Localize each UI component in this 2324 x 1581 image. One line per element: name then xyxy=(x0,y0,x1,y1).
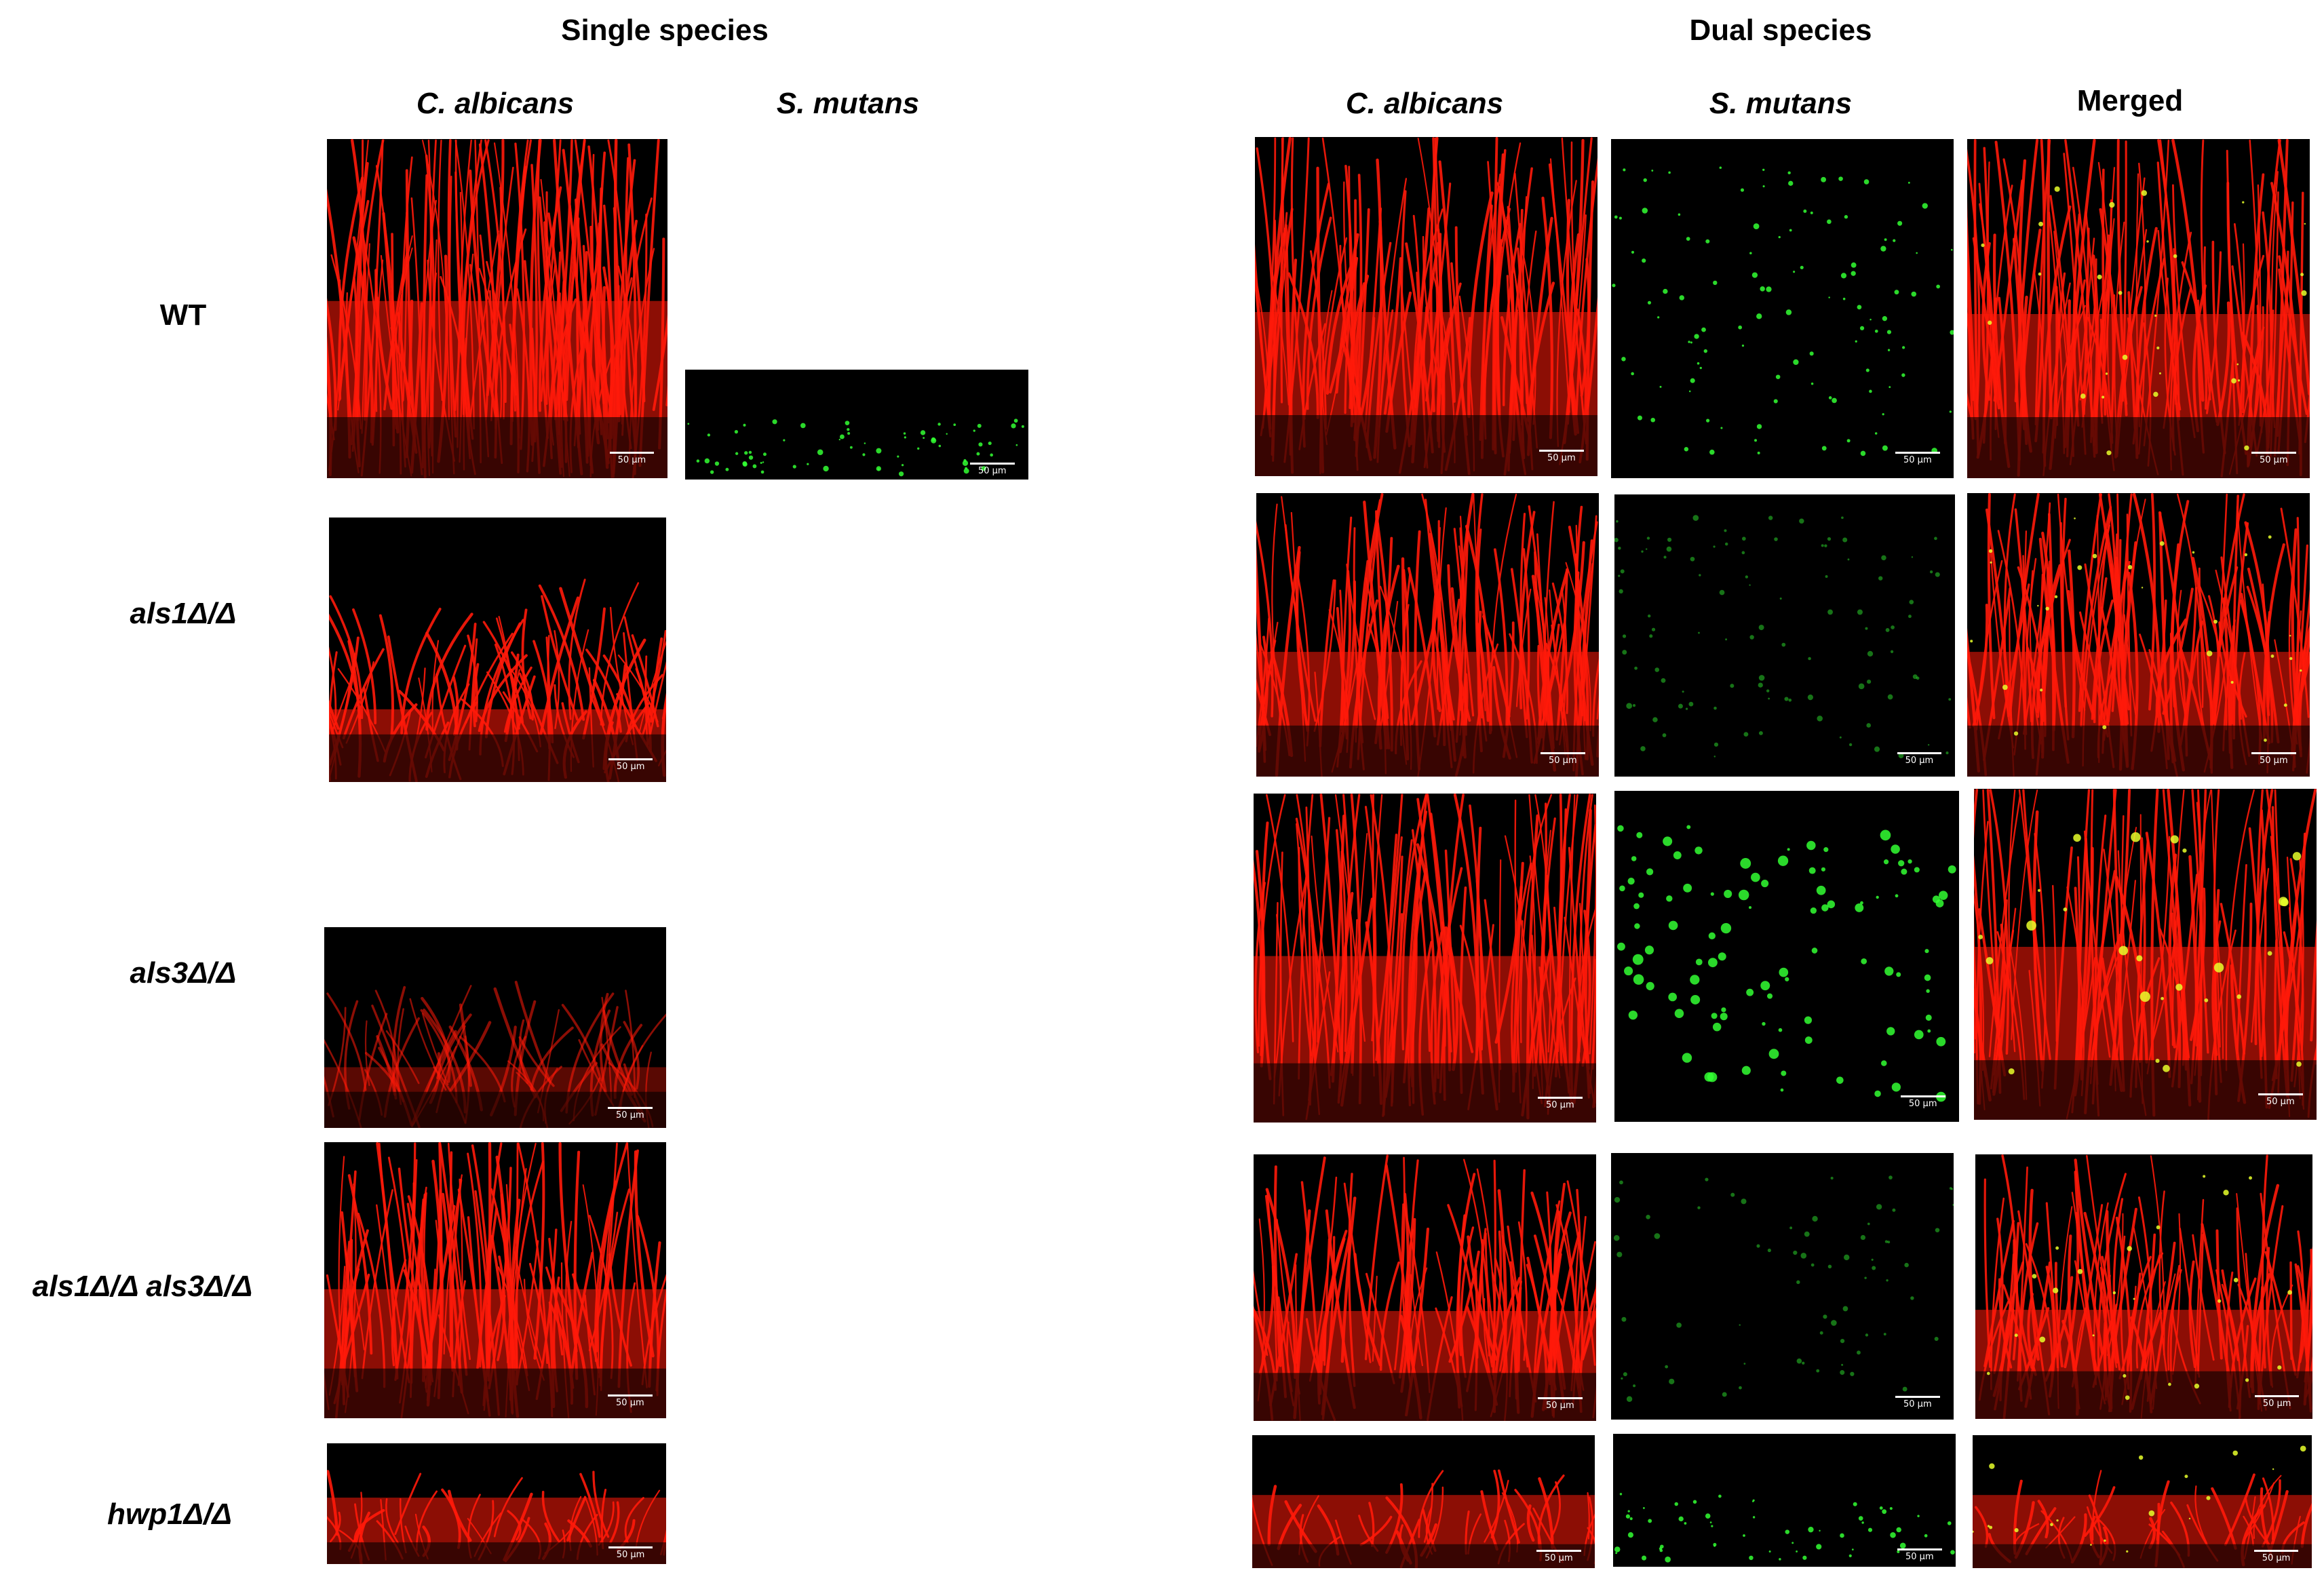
scale-bar: 50 µm xyxy=(2258,1093,2303,1106)
row-label-als1-als3: als1Δ/Δ als3Δ/Δ xyxy=(32,1270,253,1303)
row-label-als1: als1Δ/Δ xyxy=(130,597,237,630)
image-dual-wt-s-mutans: 50 µm xyxy=(1611,139,1954,478)
col-header-dual-c-albicans: C. albicans xyxy=(1345,87,1504,120)
image-dual-als3-c-albicans: 50 µm xyxy=(1254,794,1596,1123)
scale-bar-label: 50 µm xyxy=(2262,1399,2291,1409)
row-label-wt: WT xyxy=(159,298,207,332)
image-single-wt-c-albicans: 50 µm xyxy=(327,139,667,478)
scale-bar-label: 50 µm xyxy=(616,762,645,773)
scale-bar: 50 µm xyxy=(1540,752,1585,766)
scale-bar: 50 µm xyxy=(1538,450,1584,463)
col-header-single-c-albicans: C. albicans xyxy=(416,87,575,120)
scale-bar: 50 µm xyxy=(1536,1550,1581,1563)
image-dual-als1-als3-merged: 50 µm xyxy=(1975,1154,2312,1419)
scale-bar: 50 µm xyxy=(609,452,654,465)
scale-bar-label: 50 µm xyxy=(1908,1099,1937,1110)
scale-bar-label: 50 µm xyxy=(1903,1399,1932,1410)
scale-bar-label: 50 µm xyxy=(1549,756,1577,766)
image-dual-als3-merged: 50 µm xyxy=(1974,789,2317,1120)
image-dual-hwp1-s-mutans: 50 µm xyxy=(1613,1434,1956,1567)
image-dual-als1-merged: 50 µm xyxy=(1967,493,2310,777)
image-dual-hwp1-merged: 50 µm xyxy=(1973,1435,2312,1568)
scale-bar-label: 50 µm xyxy=(2260,756,2288,766)
scale-bar: 50 µm xyxy=(1537,1397,1583,1411)
scale-bar: 50 µm xyxy=(1895,1396,1940,1409)
scale-bar-label: 50 µm xyxy=(1905,1552,1934,1563)
scale-bar: 50 µm xyxy=(1895,452,1940,465)
image-dual-als1-als3-s-mutans: 50 µm xyxy=(1611,1153,1954,1420)
dual-species-header: Dual species xyxy=(1689,14,1872,47)
scale-bar-label: 50 µm xyxy=(616,1110,644,1121)
scale-bar: 50 µm xyxy=(2251,752,2296,765)
image-dual-als1-s-mutans: 50 µm xyxy=(1614,494,1955,777)
scale-bar: 50 µm xyxy=(607,1394,653,1408)
scale-bar-label: 50 µm xyxy=(2266,1097,2295,1108)
image-dual-als1-c-albicans: 50 µm xyxy=(1256,493,1599,777)
scale-bar: 50 µm xyxy=(607,1107,653,1121)
image-dual-als3-s-mutans: 50 µm xyxy=(1614,791,1959,1122)
scale-bar-label: 50 µm xyxy=(616,1397,644,1408)
image-dual-wt-merged: 50 µm xyxy=(1967,139,2310,478)
scale-bar-label: 50 µm xyxy=(1546,1099,1574,1110)
scale-bar-label: 50 µm xyxy=(1545,1553,1573,1564)
scale-bar-label: 50 µm xyxy=(616,1549,645,1560)
scale-bar-label: 50 µm xyxy=(617,455,646,465)
scale-bar: 50 µm xyxy=(2255,1395,2300,1409)
row-label-hwp1: hwp1Δ/Δ xyxy=(107,1498,232,1531)
image-single-als1-als3-c-albicans: 50 µm xyxy=(324,1142,666,1418)
image-dual-wt-c-albicans: 50 µm xyxy=(1255,137,1597,476)
row-label-als3: als3Δ/Δ xyxy=(130,956,237,990)
scale-bar-label: 50 µm xyxy=(1546,1401,1574,1411)
image-single-hwp1-c-albicans: 50 µm xyxy=(327,1443,666,1564)
image-dual-hwp1-c-albicans: 50 µm xyxy=(1252,1435,1595,1568)
scale-bar: 50 µm xyxy=(1537,1096,1583,1110)
image-single-als1-c-albicans: 50 µm xyxy=(329,518,666,782)
image-single-wt-s-mutans: 50 µm xyxy=(685,370,1028,480)
scale-bar-label: 50 µm xyxy=(1547,453,1576,463)
scale-bar: 50 µm xyxy=(2251,452,2296,465)
scale-bar-label: 50 µm xyxy=(1903,455,1932,465)
single-species-header: Single species xyxy=(561,14,769,47)
scale-bar: 50 µm xyxy=(1897,752,1941,765)
image-single-als3-c-albicans: 50 µm xyxy=(324,927,666,1128)
col-header-single-s-mutans: S. mutans xyxy=(776,87,920,120)
col-header-dual-s-mutans: S. mutans xyxy=(1709,87,1853,120)
scale-bar: 50 µm xyxy=(608,1546,653,1559)
scale-bar-label: 50 µm xyxy=(977,465,1007,476)
scale-bar: 50 µm xyxy=(1897,1548,1942,1561)
scale-bar-label: 50 µm xyxy=(1905,756,1934,766)
scale-bar: 50 µm xyxy=(2254,1550,2298,1563)
col-header-merged: Merged xyxy=(2076,84,2184,117)
scale-bar-label: 50 µm xyxy=(2260,455,2288,465)
scale-bar: 50 µm xyxy=(969,462,1015,476)
scale-bar: 50 µm xyxy=(1900,1095,1945,1110)
image-dual-als1-als3-c-albicans: 50 µm xyxy=(1254,1154,1596,1421)
scale-bar: 50 µm xyxy=(608,758,653,771)
scale-bar-label: 50 µm xyxy=(2262,1553,2291,1564)
